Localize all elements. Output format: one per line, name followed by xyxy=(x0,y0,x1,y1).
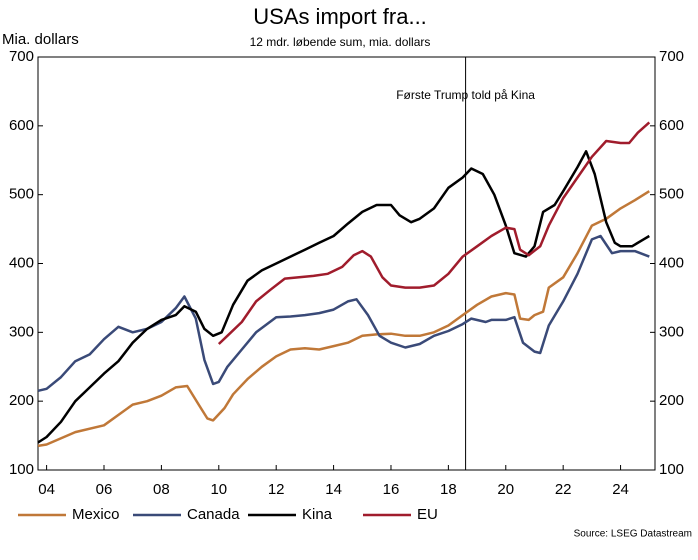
y2-tick-label: 300 xyxy=(659,323,684,340)
series-line xyxy=(37,150,650,444)
y-tick-label: 500 xyxy=(9,186,34,203)
y2-tick-label: 100 xyxy=(659,461,684,478)
x-tick-label: 14 xyxy=(325,481,342,498)
y-tick-label: 100 xyxy=(9,461,34,478)
x-tick-label: 06 xyxy=(96,481,113,498)
x-tick-label: 04 xyxy=(38,481,55,498)
legend-label: EU xyxy=(417,506,438,523)
y-tick-label: 600 xyxy=(9,117,34,134)
y2-tick-label: 200 xyxy=(659,392,684,409)
y-tick-label: 700 xyxy=(9,48,34,65)
x-tick-label: 24 xyxy=(612,481,629,498)
y2-tick-label: 600 xyxy=(659,117,684,134)
x-tick-label: 08 xyxy=(153,481,170,498)
y-tick-label: 400 xyxy=(9,254,34,271)
y-axis-label: Mia. dollars xyxy=(2,31,79,48)
y-tick-label: 200 xyxy=(9,392,34,409)
x-tick-label: 20 xyxy=(497,481,514,498)
source: Source: LSEG Datastream xyxy=(574,529,692,540)
y2-tick-label: 700 xyxy=(659,48,684,65)
series-line xyxy=(37,190,650,448)
x-tick-label: 16 xyxy=(383,481,400,498)
x-tick-label: 22 xyxy=(555,481,572,498)
legend-label: Canada xyxy=(187,506,240,523)
x-tick-label: 10 xyxy=(210,481,227,498)
chart-title: USAs import fra... xyxy=(253,4,427,29)
legend-label: Kina xyxy=(302,506,333,523)
x-tick-label: 18 xyxy=(440,481,457,498)
legend-label: Mexico xyxy=(72,506,120,523)
annotation: Første Trump told på Kina xyxy=(396,88,535,102)
series-line xyxy=(37,234,650,393)
x-tick-label: 12 xyxy=(268,481,285,498)
series-line xyxy=(217,121,651,345)
y2-tick-label: 400 xyxy=(659,254,684,271)
y2-tick-label: 500 xyxy=(659,186,684,203)
chart-subtitle: 12 mdr. løbende sum, mia. dollars xyxy=(250,35,431,49)
y-tick-label: 300 xyxy=(9,323,34,340)
